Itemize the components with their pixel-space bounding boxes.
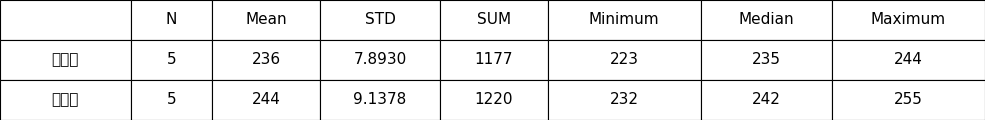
Bar [0,80,131,120]
Text: Mean: Mean [245,12,288,27]
Bar [320,0,439,40]
Text: Median: Median [739,12,794,27]
Bar [831,80,985,120]
Bar [0,0,131,40]
Bar [701,40,831,80]
Text: 기존품: 기존품 [51,93,79,108]
Text: 223: 223 [610,53,639,67]
Text: 시제품: 시제품 [51,53,79,67]
Bar [213,40,320,80]
Text: 232: 232 [610,93,639,108]
Bar [213,80,320,120]
Bar [548,0,701,40]
Text: 255: 255 [893,93,923,108]
Bar [213,0,320,40]
Bar [831,0,985,40]
Text: Minimum: Minimum [589,12,660,27]
Bar [831,40,985,80]
Bar [439,0,548,40]
Bar [131,0,213,40]
Bar [439,80,548,120]
Bar [701,80,831,120]
Text: SUM: SUM [477,12,510,27]
Text: 9.1378: 9.1378 [354,93,407,108]
Text: 7.8930: 7.8930 [354,53,407,67]
Bar [131,40,213,80]
Text: 235: 235 [752,53,781,67]
Bar [0,40,131,80]
Text: 5: 5 [166,53,176,67]
Text: 242: 242 [752,93,781,108]
Bar [548,40,701,80]
Bar [701,0,831,40]
Text: 1177: 1177 [475,53,513,67]
Text: STD: STD [364,12,395,27]
Text: N: N [165,12,177,27]
Bar [439,40,548,80]
Text: Maximum: Maximum [871,12,946,27]
Text: 244: 244 [893,53,923,67]
Bar [131,80,213,120]
Text: 244: 244 [252,93,281,108]
Text: 236: 236 [252,53,281,67]
Text: 5: 5 [166,93,176,108]
Bar [320,40,439,80]
Bar [320,80,439,120]
Text: 1220: 1220 [475,93,513,108]
Bar [548,80,701,120]
